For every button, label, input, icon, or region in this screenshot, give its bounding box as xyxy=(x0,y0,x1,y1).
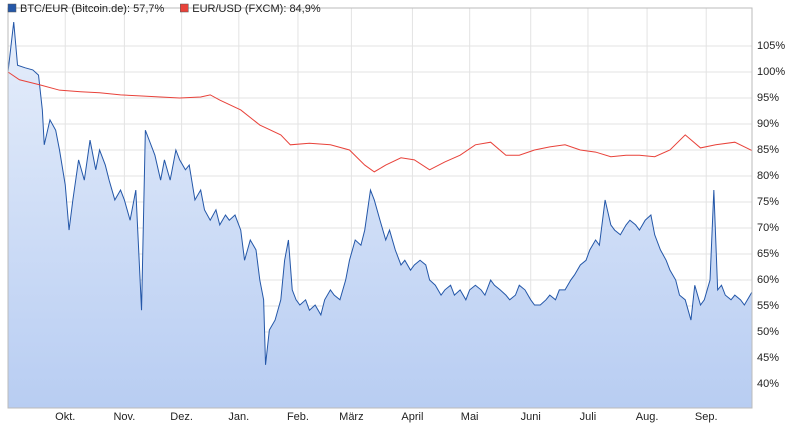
legend-swatch xyxy=(7,3,17,13)
x-tick-label: Aug. xyxy=(636,411,659,423)
series-line xyxy=(7,21,753,365)
x-tick-label: April xyxy=(401,411,423,423)
legend: BTC/EUR (Bitcoin.de): 57,7% EUR/USD (FXCM… xyxy=(7,3,321,15)
y-tick-label: 50% xyxy=(757,326,779,338)
x-tick-label: Sep. xyxy=(695,411,718,423)
x-tick-label: Mai xyxy=(461,411,479,423)
area-fill xyxy=(8,22,752,408)
y-tick-label: 70% xyxy=(757,222,779,234)
legend-label: BTC/EUR (Bitcoin.de): 57,7% xyxy=(20,3,164,15)
plot xyxy=(7,21,753,408)
x-tick-label: Okt. xyxy=(55,411,75,423)
y-tick-label: 40% xyxy=(757,378,779,390)
y-tick-label: 90% xyxy=(757,118,779,130)
series-line xyxy=(7,71,753,173)
axes: 40% 45% 50% 55% 60% 65% 70% 75% 80% 85% 90% 95% 100%… xyxy=(55,40,785,423)
legend-label: EUR/USD (FXCM): 84,9% xyxy=(192,3,321,15)
x-tick-label: Feb. xyxy=(287,411,309,423)
y-tick-label: 60% xyxy=(757,274,779,286)
x-tick-label: Juli xyxy=(580,411,597,423)
legend-swatch xyxy=(180,3,189,13)
plot-frame xyxy=(7,7,753,409)
y-tick-label: 105% xyxy=(757,40,785,52)
y-tick-label: 100% xyxy=(757,66,785,78)
x-tick-label: Juni xyxy=(521,411,541,423)
y-tick-label: 95% xyxy=(757,92,779,104)
y-tick-label: 75% xyxy=(757,196,779,208)
x-tick-label: Nov. xyxy=(113,411,135,423)
y-tick-label: 80% xyxy=(757,170,779,182)
y-tick-label: 55% xyxy=(757,300,779,312)
x-tick-label: Jan. xyxy=(228,411,249,423)
y-tick-label: 85% xyxy=(757,144,779,156)
x-tick-label: März xyxy=(339,411,363,423)
y-tick-label: 65% xyxy=(757,248,779,260)
y-tick-label: 45% xyxy=(757,352,779,364)
x-tick-label: Dez. xyxy=(170,411,193,423)
